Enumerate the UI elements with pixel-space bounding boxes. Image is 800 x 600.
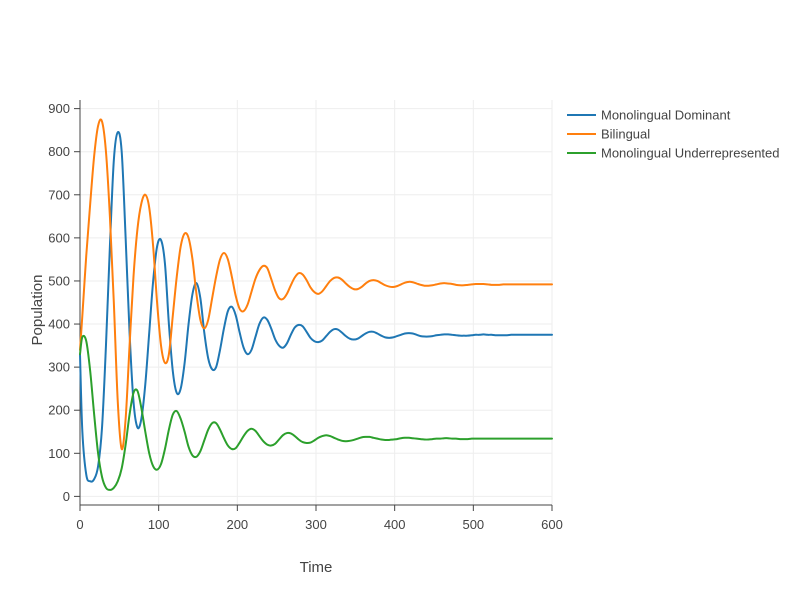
legend-item-monolingual-underrepresented[interactable]: Monolingual Underrepresented [567, 146, 780, 161]
y-tick-label: 800 [48, 144, 70, 159]
series-line-monolingual-dominant [79, 131, 553, 483]
y-tick-label: 100 [48, 446, 70, 461]
legend-item-monolingual-dominant[interactable]: Monolingual Dominant [567, 108, 731, 123]
legend[interactable]: Monolingual Dominant Bilingual Monolingual… [567, 108, 780, 161]
legend-label: Monolingual Underrepresented [601, 146, 780, 161]
legend-item-bilingual[interactable]: Bilingual [567, 127, 650, 142]
x-axis-title: Time [300, 559, 333, 576]
x-tick-label: 100 [148, 517, 170, 532]
y-tick-label: 600 [48, 230, 70, 245]
legend-label: Bilingual [601, 127, 650, 142]
y-tick-label: 700 [48, 187, 70, 202]
legend-label: Monolingual Dominant [601, 108, 731, 123]
y-axis-title: Population [29, 275, 46, 346]
x-tick-label: 600 [541, 517, 563, 532]
y-tick-label: 900 [48, 101, 70, 116]
x-ticks: 0 100 200 300 400 500 600 [76, 505, 563, 532]
series-line-bilingual [79, 118, 553, 451]
y-tick-label: 0 [63, 489, 70, 504]
y-tick-label: 400 [48, 317, 70, 332]
x-tick-label: 500 [462, 517, 484, 532]
y-ticks: 0 100 200 300 400 500 600 700 800 900 [48, 101, 80, 504]
y-tick-label: 500 [48, 273, 70, 288]
x-tick-label: 0 [76, 517, 83, 532]
plot-area [79, 118, 553, 491]
x-tick-label: 200 [226, 517, 248, 532]
x-tick-label: 400 [384, 517, 406, 532]
x-tick-label: 300 [305, 517, 327, 532]
y-tick-label: 200 [48, 403, 70, 418]
y-tick-label: 300 [48, 360, 70, 375]
series-line-monolingual-underrepresented [79, 334, 553, 491]
